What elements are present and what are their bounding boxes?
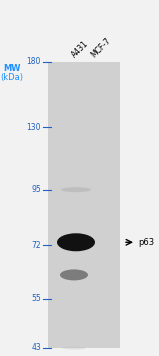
Text: 55: 55 <box>31 294 41 303</box>
Ellipse shape <box>62 346 86 350</box>
Text: p63: p63 <box>138 238 154 247</box>
Text: MW: MW <box>3 64 21 73</box>
Text: A431: A431 <box>70 39 90 59</box>
Ellipse shape <box>60 269 88 281</box>
Text: 43: 43 <box>31 344 41 352</box>
Ellipse shape <box>57 233 95 251</box>
Text: (kDa): (kDa) <box>0 73 24 82</box>
Ellipse shape <box>61 187 91 192</box>
Text: MCF-7: MCF-7 <box>90 36 113 59</box>
Text: 95: 95 <box>31 185 41 194</box>
Text: 72: 72 <box>31 241 41 250</box>
Bar <box>48 62 120 348</box>
Text: 180: 180 <box>27 58 41 67</box>
Text: 130: 130 <box>27 122 41 131</box>
